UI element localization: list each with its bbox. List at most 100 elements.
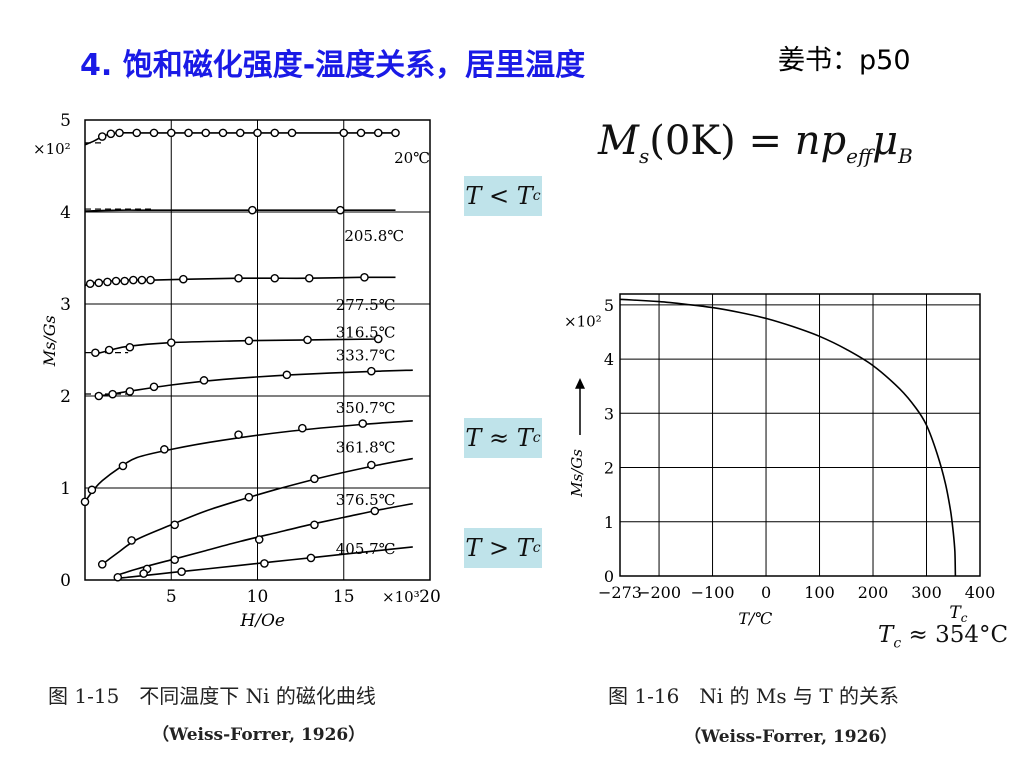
y-tick-label: 2 <box>60 387 71 407</box>
data-point <box>137 275 147 285</box>
x-tick-label: −200 <box>637 583 681 602</box>
y-tick-label: 3 <box>60 295 71 315</box>
y-axis-label: Ms/Gs <box>40 315 59 367</box>
data-point <box>306 553 316 563</box>
formula-rhs-n: np <box>794 118 847 164</box>
data-point <box>184 128 193 138</box>
data-point <box>118 461 128 471</box>
data-point <box>108 389 117 399</box>
plot-frame <box>619 293 981 577</box>
data-point <box>304 273 314 283</box>
data-point <box>103 277 112 287</box>
x-tick-label: 400 <box>965 583 996 602</box>
ms-temperature-curve <box>619 298 957 577</box>
formula-rhs-sub: eff <box>846 144 873 168</box>
data-point <box>287 128 297 138</box>
data-point <box>310 520 319 530</box>
curve-6 <box>84 420 413 503</box>
data-point <box>166 338 176 347</box>
x-tick-label: 10 <box>247 587 269 607</box>
formula-lhs-symbol: M <box>598 118 639 164</box>
curve-label: 205.8℃ <box>344 227 404 245</box>
y-tick-label: 0 <box>60 571 71 591</box>
ms-vs-temperature-chart: −273−200 −100 0 100 200 300 400 0 1 2 3 4 5×10² T/℃ Ms… <box>564 293 996 628</box>
data-point <box>254 535 264 544</box>
data-point <box>373 334 383 344</box>
y-axis-label: Ms/Gs <box>568 449 586 498</box>
data-point <box>218 128 228 138</box>
caption-fig-1-15: 图 1-15 不同温度下 Ni 的磁化曲线 <box>48 684 376 708</box>
formula-rhs-mu-sub: B <box>898 144 913 168</box>
curve-label: 333.7℃ <box>336 347 396 365</box>
data-point <box>94 391 104 401</box>
data-point <box>244 492 254 502</box>
source-fig-1-15: （Weiss-Forrer, 1926） <box>152 725 366 745</box>
data-point <box>248 205 257 215</box>
data-point <box>298 423 307 433</box>
data-point <box>367 366 376 376</box>
data-point <box>97 560 107 569</box>
saturation-formula: Ms(0K) = npeffμB <box>598 118 913 168</box>
formula-lhs-sub: s <box>638 144 650 168</box>
y-tick-label: 0 <box>604 567 614 586</box>
y-tick-label: 4 <box>604 350 614 369</box>
data-point <box>201 128 211 138</box>
reference-note: 姜书：p50 <box>778 45 911 76</box>
data-point <box>94 278 104 288</box>
data-point <box>391 128 400 138</box>
data-point <box>303 335 312 345</box>
data-point <box>115 128 124 138</box>
data-point <box>127 536 136 545</box>
data-point <box>370 506 380 516</box>
caption-fig-1-16: 图 1-16 Ni 的 Ms 与 T 的关系 <box>608 684 900 708</box>
y-axis-arrow-head <box>575 378 585 389</box>
curve-label: 376.5℃ <box>336 491 396 509</box>
x-tick-label: 300 <box>911 583 942 602</box>
data-point <box>358 419 368 428</box>
curve-label: 361.8℃ <box>336 439 396 457</box>
data-point <box>270 273 280 283</box>
data-point <box>177 567 186 577</box>
data-point <box>253 128 262 138</box>
formula-lhs-arg: (0K) <box>649 118 736 164</box>
y-tick-label: 1 <box>604 513 614 532</box>
y-tick-label: 2 <box>604 459 614 478</box>
data-point <box>87 485 97 495</box>
data-point <box>106 129 116 139</box>
data-point <box>170 555 179 565</box>
data-point <box>310 474 319 484</box>
data-point <box>166 128 176 138</box>
data-point <box>179 274 188 284</box>
y-multiplier: ×10² <box>33 140 71 158</box>
data-point <box>373 128 383 138</box>
magnetization-curves-chart: 5 10 15 20 0 1 2 3 4 5 ×10² ×10³ H/Oe Ms/Gs 20℃ 205.8℃ 2… <box>33 111 441 631</box>
data-point <box>125 342 135 352</box>
x-tick-label: 15 <box>333 587 355 607</box>
slide-title: 4. 饱和磁化强度-温度关系，居里温度 <box>80 48 586 83</box>
x-tick-label: 100 <box>804 583 835 602</box>
curve-5 <box>98 369 413 397</box>
x-tick-label: 20 <box>419 587 441 607</box>
data-point <box>120 276 129 286</box>
data-point <box>260 559 269 568</box>
data-point <box>335 205 345 215</box>
data-point <box>80 497 90 507</box>
x-tick-label: 5 <box>166 587 177 607</box>
curve-9 <box>119 546 413 579</box>
x-axis-label: H/Oe <box>239 611 285 631</box>
data-point <box>113 572 123 582</box>
curve-label: 20℃ <box>394 149 430 167</box>
data-point <box>160 445 169 454</box>
x-tick-label: −100 <box>691 583 735 602</box>
formula-rhs-mu: μ <box>872 118 899 164</box>
curve-2 <box>84 209 396 212</box>
y-multiplier: ×10² <box>564 313 602 331</box>
curve-label: 350.7℃ <box>336 399 396 417</box>
source-fig-1-16: （Weiss-Forrer, 1926） <box>684 727 898 747</box>
curve-label: 405.7℃ <box>336 540 396 558</box>
data-point <box>170 520 179 530</box>
data-point <box>360 273 369 282</box>
data-point <box>132 128 142 138</box>
data-point <box>356 128 366 138</box>
